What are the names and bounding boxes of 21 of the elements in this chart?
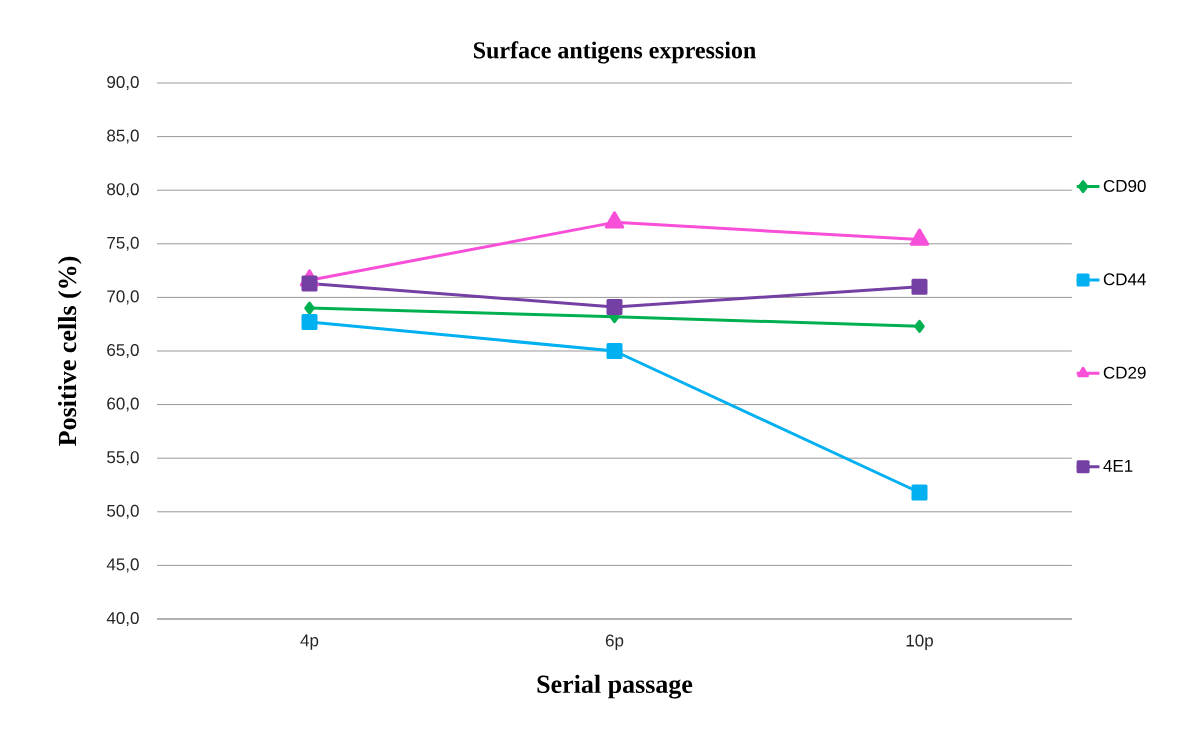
x-axis-title: Serial passage xyxy=(537,674,693,699)
y-tick-label: 75,0 xyxy=(107,236,139,251)
chart-title: Surface antigens expression xyxy=(473,41,756,64)
legend-label: 4E1 xyxy=(1103,460,1133,472)
legend-label: CD44 xyxy=(1103,273,1146,286)
y-tick-label: 55,0 xyxy=(107,451,139,466)
y-tick-label: 50,0 xyxy=(107,504,139,519)
y-tick-label: 40,0 xyxy=(106,611,139,627)
x-tick-label: 4p xyxy=(300,634,319,650)
y-tick-label: 60,0 xyxy=(107,397,139,412)
y-tick-label: 70,0 xyxy=(107,290,139,305)
y-tick-label: 85,0 xyxy=(107,129,139,144)
x-tick-label: 6p xyxy=(605,634,624,650)
legend-label: CD90 xyxy=(1103,179,1146,192)
y-tick-label: 45,0 xyxy=(106,558,139,573)
x-tick-label: 10p xyxy=(906,634,933,650)
legend-label: CD29 xyxy=(1103,366,1146,379)
y-tick-label: 80,0 xyxy=(107,183,139,198)
y-tick-label: 90,0 xyxy=(107,75,139,91)
y-axis-title: Positive cells (%) xyxy=(57,256,82,446)
y-tick-label: 65,0 xyxy=(107,343,139,359)
